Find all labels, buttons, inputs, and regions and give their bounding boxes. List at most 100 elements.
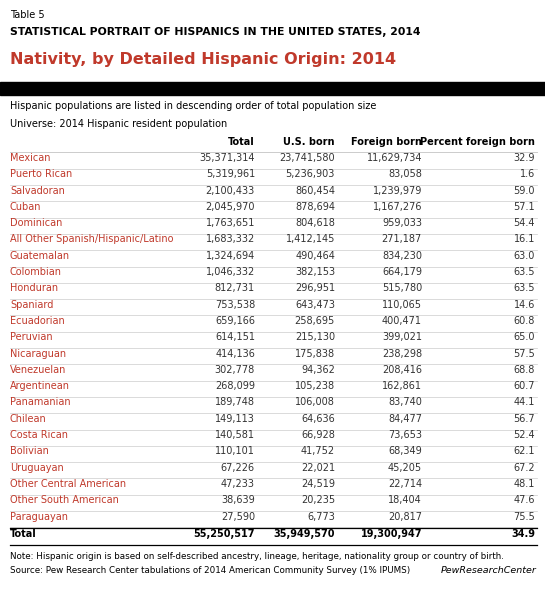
Text: 6,773: 6,773 [307,511,335,522]
Text: 38,639: 38,639 [221,495,255,505]
Text: 414,136: 414,136 [215,349,255,359]
Text: 66,928: 66,928 [301,430,335,440]
Text: Peruvian: Peruvian [10,332,53,343]
Text: 68.8: 68.8 [513,365,535,375]
Text: Colombian: Colombian [10,267,62,277]
Text: Foreign born: Foreign born [351,137,422,147]
Text: 22,714: 22,714 [388,479,422,489]
Text: Hispanic populations are listed in descending order of total population size: Hispanic populations are listed in desce… [10,101,377,111]
Text: 47,233: 47,233 [221,479,255,489]
Text: Universe: 2014 Hispanic resident population: Universe: 2014 Hispanic resident populat… [10,119,227,129]
Text: 44.1: 44.1 [513,397,535,408]
Text: Mexican: Mexican [10,153,51,163]
Text: 175,838: 175,838 [295,349,335,359]
Text: 643,473: 643,473 [295,300,335,310]
Text: 32.9: 32.9 [513,153,535,163]
Text: Bolivian: Bolivian [10,446,49,456]
Text: Total: Total [228,137,255,147]
Text: 1,763,651: 1,763,651 [205,218,255,228]
Text: 1,683,332: 1,683,332 [206,235,255,244]
Text: 48.1: 48.1 [513,479,535,489]
Text: 18,404: 18,404 [388,495,422,505]
Text: 208,416: 208,416 [382,365,422,375]
Text: Nativity, by Detailed Hispanic Origin: 2014: Nativity, by Detailed Hispanic Origin: 2… [10,52,396,67]
Text: 400,471: 400,471 [382,316,422,326]
Text: Note: Hispanic origin is based on self-described ancestry, lineage, heritage, na: Note: Hispanic origin is based on self-d… [10,552,504,561]
Text: 1,167,276: 1,167,276 [372,202,422,212]
Text: 67.2: 67.2 [513,463,535,473]
Text: 860,454: 860,454 [295,186,335,195]
Text: 20,817: 20,817 [388,511,422,522]
Text: 47.6: 47.6 [513,495,535,505]
Text: 1.6: 1.6 [520,169,535,179]
Text: 60.7: 60.7 [513,381,535,391]
Text: Uruguayan: Uruguayan [10,463,64,473]
Text: Percent foreign born: Percent foreign born [420,137,535,147]
Text: Paraguayan: Paraguayan [10,511,68,522]
Text: 959,033: 959,033 [382,218,422,228]
Text: Other Central American: Other Central American [10,479,126,489]
Text: 41,752: 41,752 [301,446,335,456]
Text: 664,179: 664,179 [382,267,422,277]
Text: Argentinean: Argentinean [10,381,70,391]
Text: 14.6: 14.6 [513,300,535,310]
Text: Table 5: Table 5 [10,10,45,20]
Text: Puerto Rican: Puerto Rican [10,169,72,179]
Text: 753,538: 753,538 [215,300,255,310]
Text: STATISTICAL PORTRAIT OF HISPANICS IN THE UNITED STATES, 2014: STATISTICAL PORTRAIT OF HISPANICS IN THE… [10,27,421,37]
Text: 84,477: 84,477 [388,414,422,424]
Text: 189,748: 189,748 [215,397,255,408]
Text: 106,008: 106,008 [295,397,335,408]
Text: Costa Rican: Costa Rican [10,430,68,440]
Text: 1,412,145: 1,412,145 [286,235,335,244]
Text: 614,151: 614,151 [215,332,255,343]
Text: 162,861: 162,861 [382,381,422,391]
Text: 63.5: 63.5 [513,283,535,294]
Text: Honduran: Honduran [10,283,58,294]
Text: 399,021: 399,021 [382,332,422,343]
Text: 149,113: 149,113 [215,414,255,424]
Text: 19,300,947: 19,300,947 [360,529,422,539]
Text: 52.4: 52.4 [513,430,535,440]
Text: All Other Spanish/Hispanic/Latino: All Other Spanish/Hispanic/Latino [10,235,173,244]
Text: 24,519: 24,519 [301,479,335,489]
Text: Spaniard: Spaniard [10,300,53,310]
Text: 804,618: 804,618 [295,218,335,228]
Text: 11,629,734: 11,629,734 [366,153,422,163]
Text: 834,230: 834,230 [382,251,422,261]
Text: 64,636: 64,636 [301,414,335,424]
Text: 238,298: 238,298 [382,349,422,359]
Text: 73,653: 73,653 [388,430,422,440]
Text: 812,731: 812,731 [215,283,255,294]
Text: 1,046,332: 1,046,332 [206,267,255,277]
Text: U.S. born: U.S. born [283,137,335,147]
Text: 67,226: 67,226 [221,463,255,473]
Text: Guatemalan: Guatemalan [10,251,70,261]
Text: 68,349: 68,349 [388,446,422,456]
Text: 1,324,694: 1,324,694 [206,251,255,261]
Text: 878,694: 878,694 [295,202,335,212]
Text: Venezuelan: Venezuelan [10,365,66,375]
Text: 5,319,961: 5,319,961 [206,169,255,179]
Text: 268,099: 268,099 [215,381,255,391]
Text: 62.1: 62.1 [513,446,535,456]
Text: 83,740: 83,740 [388,397,422,408]
Text: 60.8: 60.8 [513,316,535,326]
Text: 65.0: 65.0 [513,332,535,343]
Text: 35,371,314: 35,371,314 [199,153,255,163]
Text: Ecuadorian: Ecuadorian [10,316,65,326]
Text: Cuban: Cuban [10,202,41,212]
Text: 515,780: 515,780 [382,283,422,294]
Text: 63.0: 63.0 [513,251,535,261]
Text: 75.5: 75.5 [513,511,535,522]
Text: 83,058: 83,058 [388,169,422,179]
Text: 59.0: 59.0 [513,186,535,195]
Text: Other South American: Other South American [10,495,119,505]
Bar [0,82,545,95]
Text: 54.4: 54.4 [513,218,535,228]
Text: 27,590: 27,590 [221,511,255,522]
Text: Dominican: Dominican [10,218,62,228]
Text: Salvadoran: Salvadoran [10,186,65,195]
Text: 35,949,570: 35,949,570 [274,529,335,539]
Text: Total: Total [10,529,37,539]
